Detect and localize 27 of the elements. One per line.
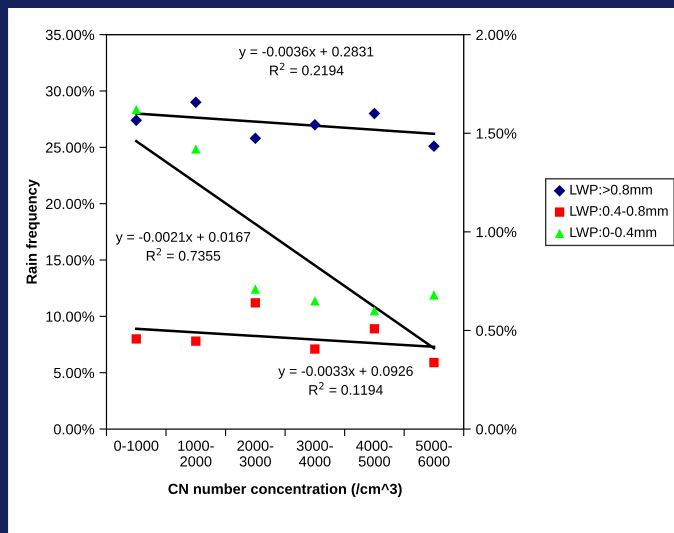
legend-label: LWP:0.4-0.8mm [570,206,668,216]
y2-tick-label: 2.00% [476,30,516,40]
y2-tick-label: 0.00% [476,424,516,434]
annotation: y = -0.0036x + 0.2831 R$^{2}$ = 0.2194 [239,46,374,76]
y2-tick-label: 1.00% [476,226,516,238]
y-tick-label: 0.00% [54,424,94,434]
y2-tick-label: 1.50% [476,128,516,139]
y-tick-label: 10.00% [46,311,94,322]
y2-tick-label: 0.50% [476,326,516,336]
x-tick-label: 4000- 5000 [356,440,392,467]
y-tick-label: 20.00% [46,198,94,210]
x-tick-label: 2000- 3000 [237,440,274,467]
x-tick-label: 0-1000 [114,440,158,451]
x-axis-title: CN number concentration (/cm^3) [168,483,402,497]
x-tick-label: 5000- 6000 [416,440,452,467]
annotation: y = -0.0033x + 0.0926 R$^{2}$ = 0.1194 [278,366,413,395]
y-tick-label: 30.00% [46,86,94,96]
x-tick-label: 3000- 4000 [296,440,333,467]
legend-label: LWP:>0.8mm [570,184,652,195]
y-axis-title: Rain frequency [26,179,40,284]
y-tick-label: 15.00% [46,255,94,266]
y-tick-label: 5.00% [54,368,94,378]
y-tick-label: 35.00% [46,30,94,40]
legend-label: LWP:0-0.4mm [570,227,656,238]
x-tick-label: 1000- 2000 [178,440,214,467]
y-tick-label: 25.00% [46,142,94,153]
annotation: y = -0.0021x + 0.0167 R$^{2}$ = 0.7355 [116,232,250,261]
